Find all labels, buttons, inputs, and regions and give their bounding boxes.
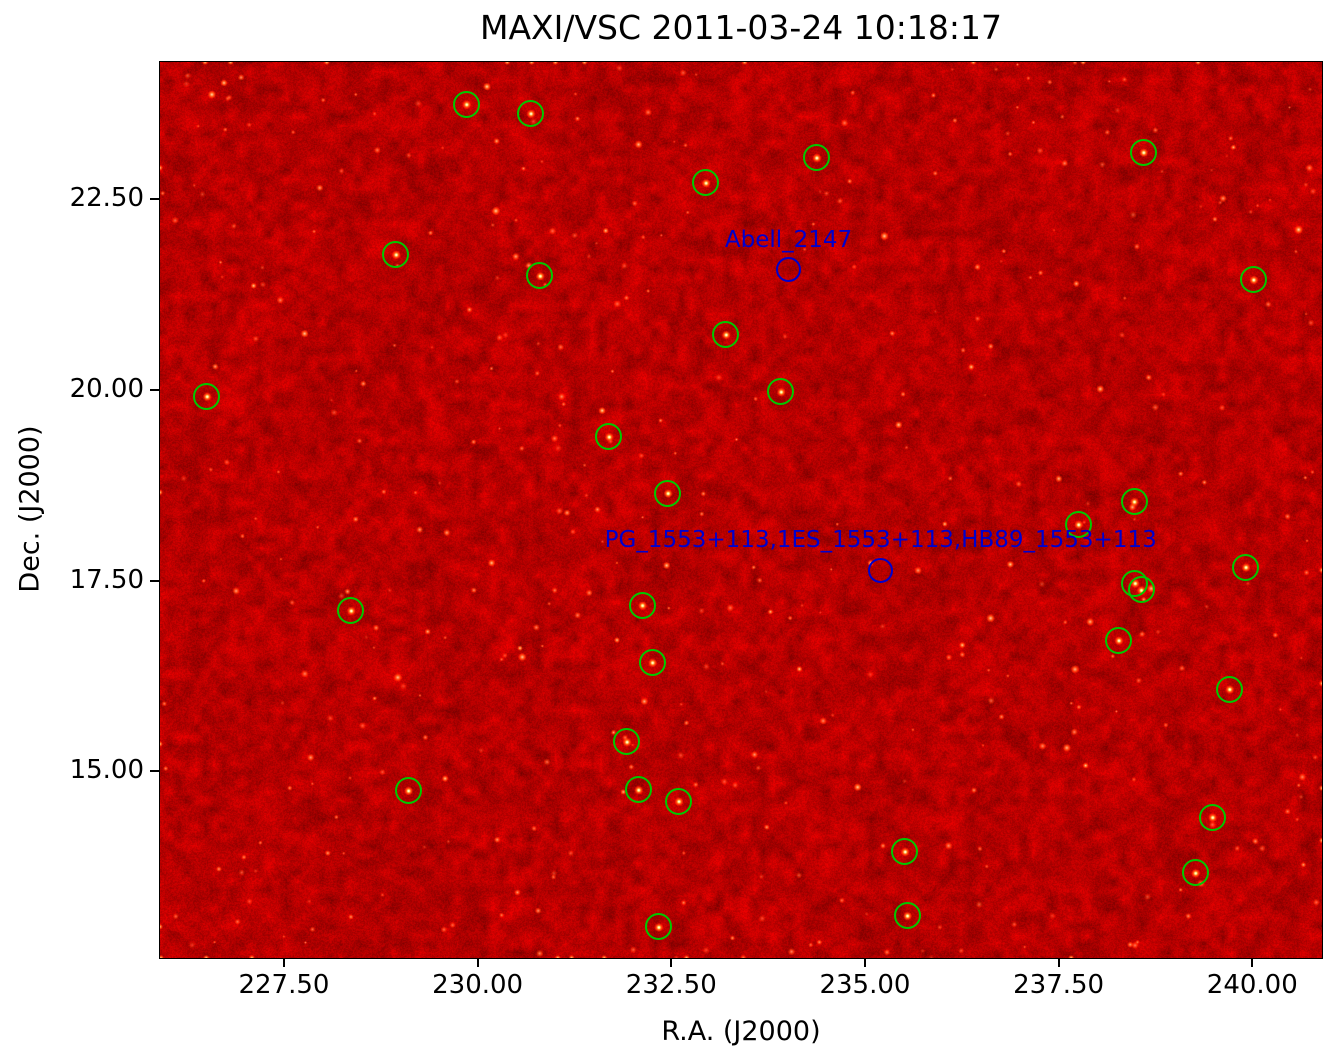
detected-source-marker bbox=[644, 913, 672, 941]
detected-source-marker bbox=[638, 648, 666, 676]
x-axis-tick-label: 232.50 bbox=[625, 970, 717, 1000]
detected-source-marker bbox=[1127, 576, 1155, 604]
detected-source-marker bbox=[452, 90, 480, 118]
y-axis-tick-label: 15.00 bbox=[69, 755, 144, 786]
detected-source-marker bbox=[595, 423, 623, 451]
detected-source-marker bbox=[802, 144, 830, 172]
detected-source-marker bbox=[1215, 675, 1243, 703]
detected-source-marker bbox=[767, 378, 795, 406]
x-axis-tick bbox=[282, 958, 285, 967]
x-axis-tick bbox=[1057, 958, 1060, 967]
detected-source-marker bbox=[624, 776, 652, 804]
detected-source-marker bbox=[517, 99, 545, 127]
sky-map-plot: Abell_2147 PG_1553+113,1ES_1553+113,HB89_… bbox=[158, 60, 1323, 959]
x-axis-tick bbox=[863, 958, 866, 967]
x-axis-tick bbox=[476, 958, 479, 967]
detected-source-marker bbox=[654, 479, 682, 507]
x-axis-tick-label: 227.50 bbox=[238, 970, 330, 1000]
y-axis-tick-label: 20.00 bbox=[69, 373, 144, 404]
x-axis-tick bbox=[1251, 958, 1254, 967]
detected-source-marker bbox=[712, 320, 740, 348]
catalog-source-label: Abell_2147 bbox=[724, 226, 853, 253]
detected-source-marker bbox=[1129, 138, 1157, 166]
detected-source-marker bbox=[1232, 553, 1260, 581]
detected-source-marker bbox=[1181, 859, 1209, 887]
detected-source-marker bbox=[1239, 266, 1267, 294]
detected-source-marker bbox=[1105, 626, 1133, 654]
detected-source-marker bbox=[692, 169, 720, 197]
detected-source-marker bbox=[1198, 803, 1226, 831]
catalog-source-label: PG_1553+113,1ES_1553+113,HB89_1553+113 bbox=[604, 527, 1157, 554]
detected-source-marker bbox=[193, 382, 221, 410]
y-axis-tick bbox=[150, 770, 159, 773]
detected-source-marker bbox=[628, 591, 656, 619]
catalog-source-marker bbox=[868, 557, 894, 583]
detected-source-marker bbox=[526, 262, 554, 290]
detected-source-marker bbox=[891, 838, 919, 865]
catalog-source-marker bbox=[776, 257, 802, 283]
x-axis-tick bbox=[670, 958, 673, 967]
y-axis-tick bbox=[150, 388, 159, 391]
detected-source-marker bbox=[382, 240, 410, 268]
detected-source-marker bbox=[665, 787, 693, 815]
y-axis-tick bbox=[150, 198, 159, 201]
xray-intensity-map bbox=[159, 61, 1322, 958]
chart-title: MAXI/VSC 2011-03-24 10:18:17 bbox=[479, 8, 1003, 47]
y-axis-tick-label: 22.50 bbox=[69, 183, 144, 214]
detected-source-marker bbox=[394, 777, 422, 804]
detected-source-marker bbox=[613, 728, 641, 756]
detected-source-marker bbox=[1064, 510, 1092, 538]
detected-source-marker bbox=[893, 902, 921, 930]
x-axis-tick-label: 237.50 bbox=[1013, 970, 1105, 1000]
x-axis-tick-label: 240.00 bbox=[1206, 970, 1298, 1000]
y-axis-tick-label: 17.50 bbox=[69, 564, 144, 595]
x-axis-label: R.A. (J2000) bbox=[661, 1016, 821, 1047]
x-axis-tick-label: 230.00 bbox=[432, 970, 524, 1000]
detected-source-marker bbox=[337, 597, 365, 625]
x-axis-tick-label: 235.00 bbox=[819, 970, 911, 1000]
detected-source-marker bbox=[1120, 487, 1148, 515]
y-axis-tick bbox=[150, 579, 159, 582]
